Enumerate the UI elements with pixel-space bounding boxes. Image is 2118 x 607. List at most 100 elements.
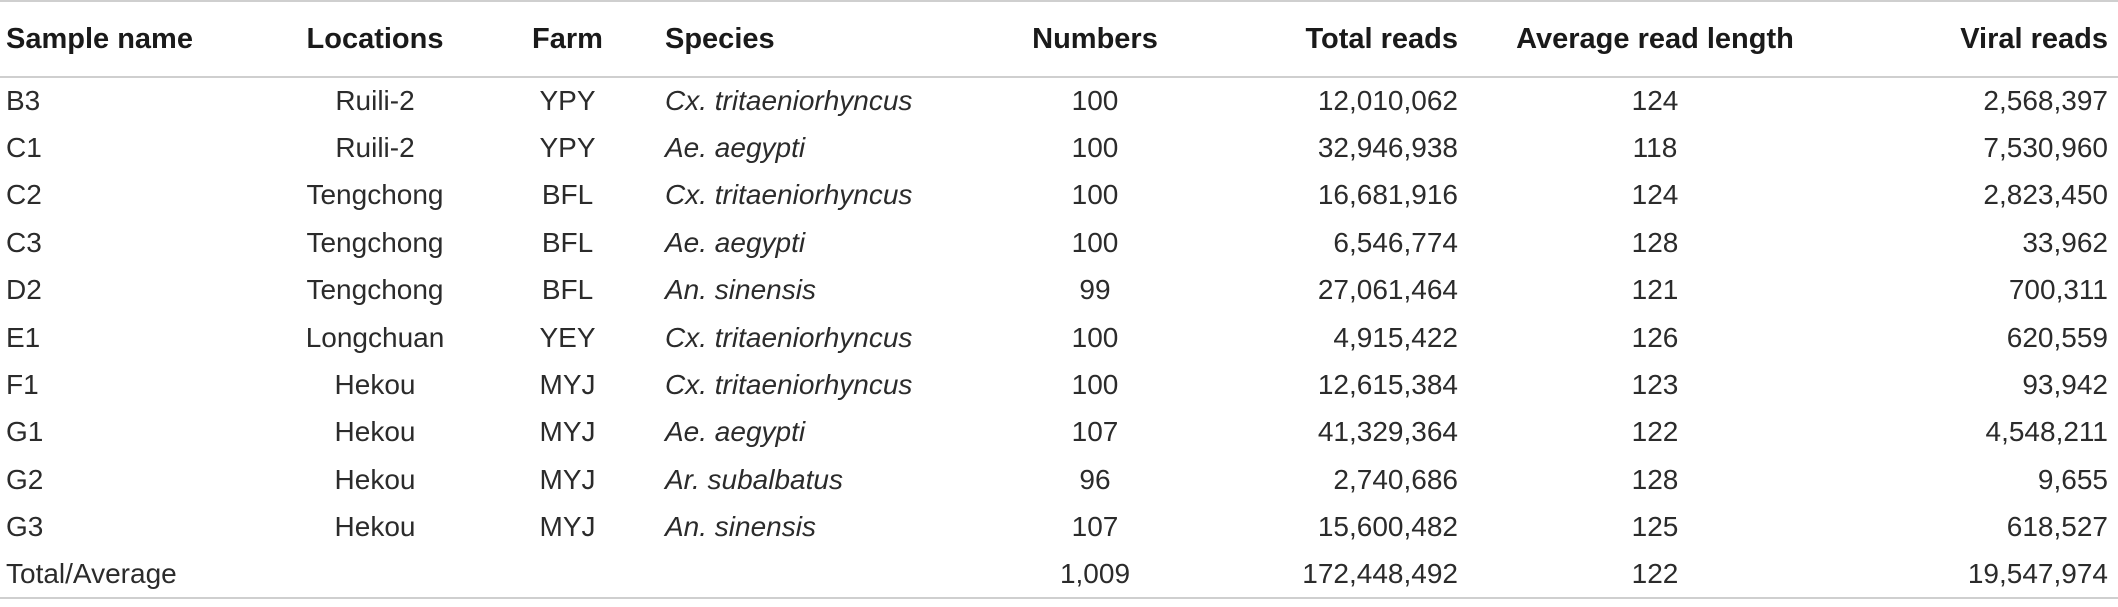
header-viral-reads: Viral reads [1820, 0, 2118, 78]
cell-average-read-length: 122 [1631, 416, 1679, 448]
cell-farm: MYJ [539, 369, 596, 401]
cell-species: Cx. tritaeniorhyncus [665, 179, 913, 211]
cell-species: Ae. aegypti [665, 416, 806, 448]
cell-total-reads: 16,681,916 [1317, 179, 1458, 211]
table-row: D2 Tengchong BFL An. sinensis 99 27,061,… [0, 267, 2118, 314]
table-row: B3 Ruili-2 YPY Cx. tritaeniorhyncus 100 … [0, 77, 2118, 124]
header-species: Species [655, 0, 1000, 78]
cell-farm: MYJ [539, 416, 596, 448]
cell-species: Ae. aegypti [665, 226, 806, 258]
cell-species: Cx. tritaeniorhyncus [665, 369, 913, 401]
cell-total-reads: 15,600,482 [1317, 511, 1458, 543]
total-viral-reads: 19,547,974 [1820, 550, 2118, 600]
table-row: E1 Longchuan YEY Cx. tritaeniorhyncus 10… [0, 314, 2118, 361]
cell-species: An. sinensis [665, 511, 816, 543]
cell-total-reads: 32,946,938 [1317, 132, 1458, 164]
total-row: Total/Average 1,009 172,448,492 122 19,5… [0, 550, 2118, 600]
total-average-read-length: 122 [1490, 550, 1820, 600]
cell-location: Longchuan [305, 321, 445, 353]
cell-average-read-length: 121 [1631, 274, 1679, 306]
header-total-reads: Total reads [1190, 0, 1490, 78]
cell-numbers: 107 [1071, 416, 1119, 448]
cell-numbers: 100 [1071, 321, 1119, 353]
header-numbers: Numbers [1000, 0, 1190, 78]
cell-sample-name: G3 [6, 511, 44, 543]
table-row: G3 Hekou MYJ An. sinensis 107 15,600,482… [0, 504, 2118, 551]
cell-sample-name: E1 [6, 321, 41, 353]
header-locations: Locations [270, 0, 480, 78]
cell-numbers: 100 [1071, 369, 1119, 401]
header-average-read-length: Average read length [1490, 0, 1820, 78]
table-row: C3 Tengchong BFL Ae. aegypti 100 6,546,7… [0, 219, 2118, 266]
total-total-reads: 172,448,492 [1190, 550, 1490, 600]
cell-farm: YPY [539, 132, 596, 164]
cell-sample-name: C3 [6, 226, 42, 258]
table-row: C2 Tengchong BFL Cx. tritaeniorhyncus 10… [0, 172, 2118, 219]
cell-total-reads: 12,010,062 [1317, 85, 1458, 117]
cell-farm: MYJ [539, 511, 596, 543]
cell-viral-reads: 2,568,397 [1983, 85, 2108, 117]
total-label: Total/Average [0, 550, 270, 600]
cell-location: Ruili-2 [335, 85, 415, 117]
cell-location: Hekou [334, 463, 416, 495]
cell-average-read-length: 125 [1631, 511, 1679, 543]
cell-farm: BFL [541, 226, 594, 258]
cell-viral-reads: 618,527 [2006, 511, 2108, 543]
cell-average-read-length: 118 [1632, 132, 1678, 164]
header-sample-name: Sample name [0, 0, 270, 78]
total-locations [270, 550, 480, 600]
cell-sample-name: G2 [6, 463, 44, 495]
cell-average-read-length: 126 [1631, 321, 1679, 353]
table-row: F1 Hekou MYJ Cx. tritaeniorhyncus 100 12… [0, 361, 2118, 408]
cell-numbers: 100 [1071, 226, 1119, 258]
cell-total-reads: 41,329,364 [1317, 416, 1458, 448]
cell-average-read-length: 123 [1631, 369, 1679, 401]
cell-farm: MYJ [539, 463, 596, 495]
cell-farm: YEY [539, 321, 596, 353]
cell-sample-name: C1 [6, 132, 42, 164]
cell-average-read-length: 124 [1631, 85, 1679, 117]
header-farm: Farm [480, 0, 655, 78]
header-row: Sample name Locations Farm Species Numbe… [0, 0, 2118, 78]
cell-sample-name: G1 [6, 416, 44, 448]
cell-viral-reads: 93,942 [2022, 369, 2108, 401]
cell-average-read-length: 128 [1631, 226, 1679, 258]
cell-sample-name: F1 [6, 369, 39, 401]
cell-viral-reads: 7,530,960 [1983, 132, 2108, 164]
cell-sample-name: B3 [6, 85, 41, 117]
table-row: C1 Ruili-2 YPY Ae. aegypti 100 32,946,93… [0, 124, 2118, 171]
cell-numbers: 100 [1071, 85, 1119, 117]
cell-location: Hekou [334, 369, 416, 401]
table-row: G1 Hekou MYJ Ae. aegypti 107 41,329,364 … [0, 409, 2118, 456]
cell-total-reads: 27,061,464 [1317, 274, 1458, 306]
cell-viral-reads: 9,655 [2037, 463, 2108, 495]
cell-numbers: 100 [1071, 179, 1119, 211]
cell-farm: YPY [539, 85, 596, 117]
cell-species: Cx. tritaeniorhyncus [665, 321, 913, 353]
table-body: B3 Ruili-2 YPY Cx. tritaeniorhyncus 100 … [0, 77, 2118, 600]
cell-numbers: 107 [1071, 511, 1119, 543]
cell-viral-reads: 4,548,211 [1985, 416, 2109, 448]
cell-total-reads: 6,546,774 [1333, 226, 1458, 258]
cell-location: Tengchong [306, 179, 444, 211]
cell-sample-name: C2 [6, 179, 42, 211]
total-farm [480, 550, 655, 600]
cell-average-read-length: 128 [1631, 463, 1679, 495]
cell-farm: BFL [541, 179, 594, 211]
cell-numbers: 96 [1079, 463, 1111, 495]
cell-species: Ar. subalbatus [665, 463, 843, 495]
cell-species: An. sinensis [665, 274, 816, 306]
cell-species: Cx. tritaeniorhyncus [665, 85, 913, 117]
cell-total-reads: 4,915,422 [1333, 321, 1458, 353]
cell-viral-reads: 33,962 [2022, 226, 2108, 258]
cell-numbers: 100 [1071, 132, 1119, 164]
cell-average-read-length: 124 [1631, 179, 1679, 211]
table-header: Sample name Locations Farm Species Numbe… [0, 0, 2118, 78]
total-species [655, 550, 1000, 600]
cell-species: Ae. aegypti [665, 132, 806, 164]
cell-location: Hekou [334, 416, 416, 448]
cell-location: Hekou [334, 511, 416, 543]
cell-location: Tengchong [306, 226, 444, 258]
